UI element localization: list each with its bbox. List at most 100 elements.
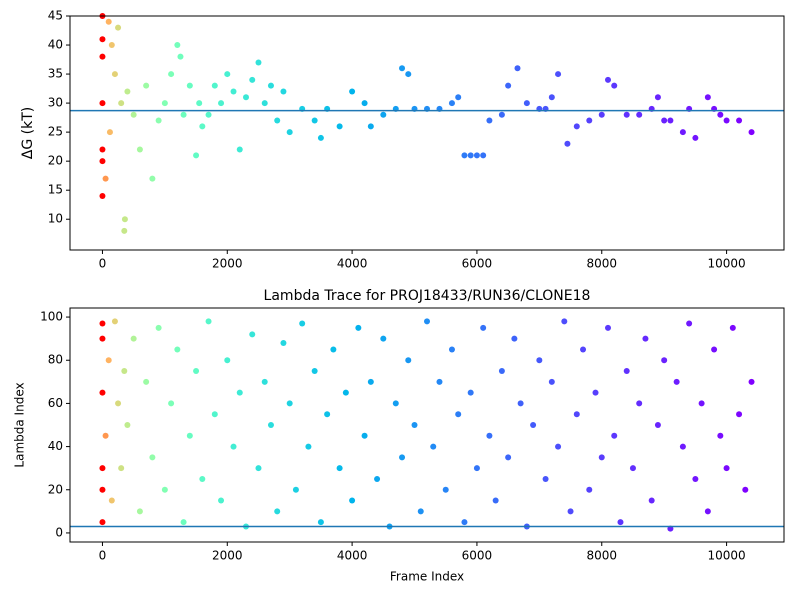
data-point xyxy=(193,368,200,375)
data-point xyxy=(317,519,324,526)
data-point xyxy=(736,117,743,124)
data-point xyxy=(143,82,150,89)
data-point xyxy=(236,389,243,396)
data-point xyxy=(292,486,299,493)
data-point xyxy=(411,422,418,428)
data-point xyxy=(486,117,493,124)
data-point xyxy=(143,378,150,385)
data-point xyxy=(473,465,480,472)
data-point xyxy=(186,432,193,439)
data-point xyxy=(99,389,106,396)
data-point xyxy=(161,100,168,107)
data-point xyxy=(196,100,203,107)
x-tick-label: 2000 xyxy=(212,257,243,271)
data-point xyxy=(111,71,118,78)
data-point xyxy=(467,389,474,396)
data-point xyxy=(249,76,256,83)
y-tick-label: 20 xyxy=(48,154,63,168)
data-point xyxy=(623,368,630,375)
data-point xyxy=(392,400,399,407)
data-point xyxy=(267,422,274,428)
data-point xyxy=(136,146,143,153)
data-point xyxy=(193,152,200,159)
data-point xyxy=(399,65,406,72)
data-point xyxy=(455,411,462,418)
data-point xyxy=(604,76,611,83)
data-point xyxy=(115,24,122,31)
data-point xyxy=(236,146,243,153)
data-point xyxy=(717,432,724,439)
data-point xyxy=(174,346,181,353)
x-tick-label: 8000 xyxy=(586,549,617,563)
data-point xyxy=(99,519,106,526)
x-tick-label: 0 xyxy=(99,549,107,563)
data-point xyxy=(111,318,118,325)
data-point xyxy=(299,320,306,327)
data-point xyxy=(430,443,437,450)
data-point xyxy=(604,324,611,331)
data-point xyxy=(180,519,187,526)
data-point xyxy=(405,71,412,78)
data-point xyxy=(704,94,711,101)
data-point xyxy=(243,94,250,101)
data-point xyxy=(573,411,580,418)
data-point xyxy=(211,411,218,418)
data-point xyxy=(729,324,736,331)
data-point xyxy=(736,411,743,418)
data-point xyxy=(480,152,487,159)
data-point xyxy=(224,71,231,78)
data-point xyxy=(405,357,412,364)
data-point xyxy=(108,497,115,504)
data-point xyxy=(723,465,730,472)
data-point xyxy=(199,475,206,482)
axes-frame xyxy=(69,307,785,543)
data-point xyxy=(673,378,680,385)
data-point xyxy=(711,346,718,353)
data-point xyxy=(424,318,430,325)
data-point xyxy=(455,94,462,101)
data-point xyxy=(505,82,512,89)
data-point xyxy=(399,454,406,461)
data-point xyxy=(349,497,356,504)
data-point xyxy=(274,508,281,515)
data-point xyxy=(611,432,618,439)
data-point xyxy=(480,324,487,331)
data-point xyxy=(567,508,574,515)
y-tick-label: 0 xyxy=(55,525,63,539)
data-point xyxy=(218,100,225,107)
data-point xyxy=(118,100,125,107)
data-point xyxy=(311,368,318,375)
data-point xyxy=(448,100,455,107)
data-point xyxy=(686,320,693,327)
data-point xyxy=(255,465,262,472)
data-point xyxy=(580,346,587,353)
data-point xyxy=(748,378,755,385)
data-point xyxy=(274,117,281,124)
data-point xyxy=(99,100,106,107)
data-point xyxy=(186,82,193,89)
data-point xyxy=(698,400,705,407)
data-point xyxy=(661,357,668,364)
data-point xyxy=(442,486,449,493)
data-point xyxy=(99,158,106,165)
data-point xyxy=(564,140,571,147)
data-point xyxy=(555,71,562,78)
data-point xyxy=(102,432,109,439)
data-point xyxy=(692,475,699,482)
data-point xyxy=(102,175,109,182)
data-point xyxy=(205,111,212,118)
data-point xyxy=(342,389,349,396)
data-point xyxy=(648,497,655,504)
data-point xyxy=(704,508,711,515)
data-point xyxy=(679,129,686,136)
data-point xyxy=(505,454,512,461)
x-tick-label: 8000 xyxy=(586,257,617,271)
data-point xyxy=(168,71,175,78)
data-point xyxy=(121,216,128,223)
data-point xyxy=(417,508,424,515)
data-point xyxy=(517,400,524,407)
axes-frame xyxy=(69,15,785,251)
data-point xyxy=(106,129,113,136)
data-point xyxy=(199,123,206,130)
